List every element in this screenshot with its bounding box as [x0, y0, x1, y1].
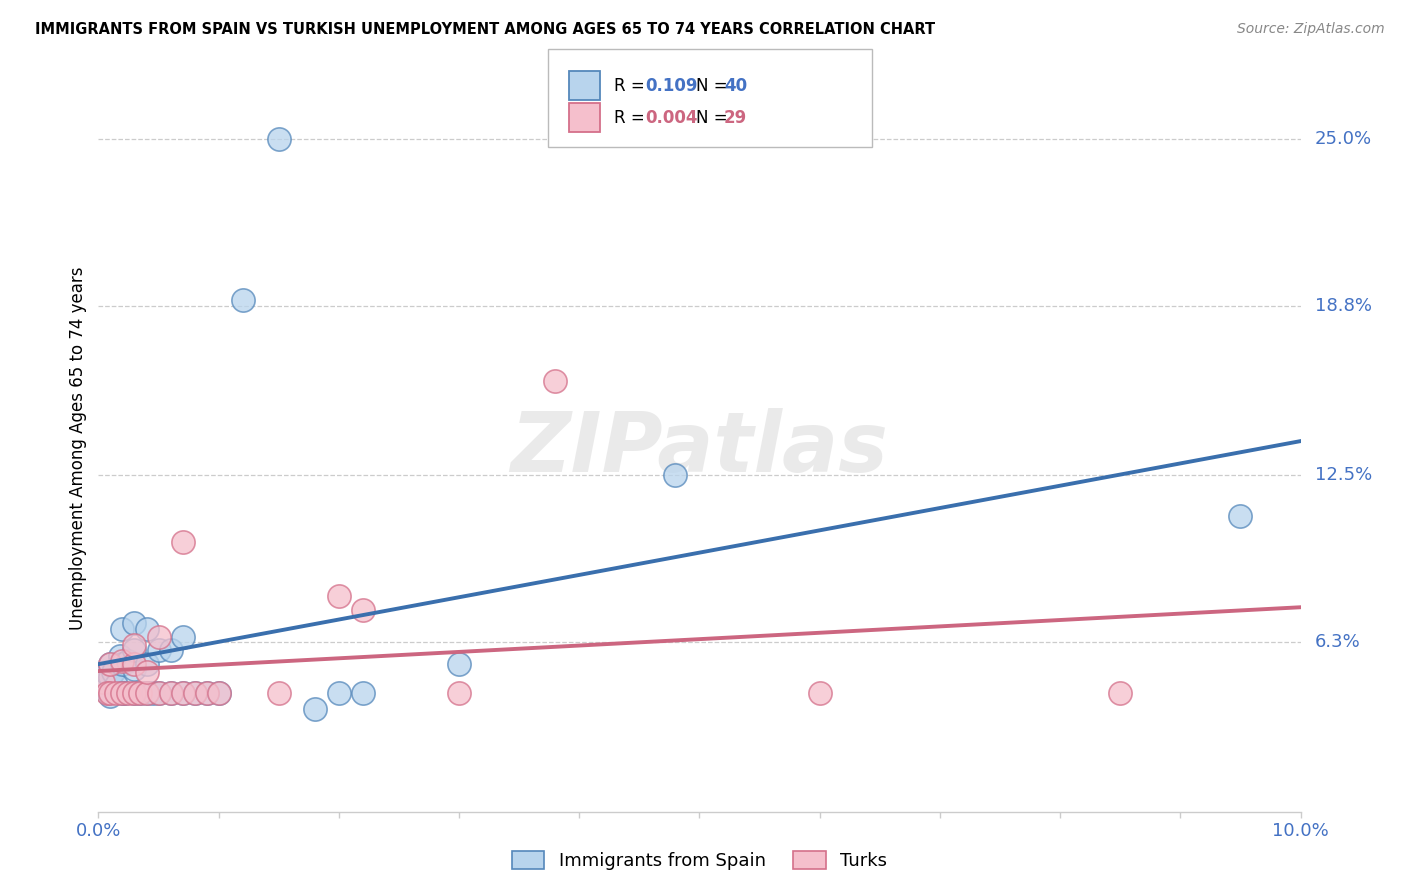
- Point: [97, 686, 120, 700]
- Point: [124, 638, 146, 652]
- Text: 18.8%: 18.8%: [1315, 296, 1372, 315]
- Point: [208, 686, 231, 700]
- Text: 12.5%: 12.5%: [1315, 467, 1372, 484]
- Point: [129, 686, 152, 700]
- Point: [148, 686, 170, 700]
- Point: [304, 702, 326, 716]
- Point: [96, 686, 118, 700]
- Point: [100, 657, 122, 671]
- Point: [172, 535, 194, 549]
- Point: [111, 622, 134, 636]
- Point: [141, 686, 163, 700]
- Point: [208, 686, 231, 700]
- Point: [135, 686, 157, 700]
- Point: [124, 616, 146, 631]
- Point: [544, 374, 567, 388]
- Legend: Immigrants from Spain, Turks: Immigrants from Spain, Turks: [503, 842, 896, 879]
- Point: [159, 643, 181, 657]
- Point: [1109, 686, 1132, 700]
- Point: [100, 686, 122, 700]
- Point: [111, 654, 134, 668]
- Point: [148, 643, 170, 657]
- Point: [267, 686, 290, 700]
- Point: [172, 686, 194, 700]
- Point: [328, 686, 350, 700]
- Text: 6.3%: 6.3%: [1315, 633, 1361, 651]
- Text: 0.109: 0.109: [645, 77, 697, 95]
- Text: 29: 29: [724, 109, 748, 127]
- Point: [105, 686, 128, 700]
- Point: [267, 131, 290, 145]
- Point: [100, 657, 122, 671]
- Y-axis label: Unemployment Among Ages 65 to 74 years: Unemployment Among Ages 65 to 74 years: [69, 267, 87, 630]
- Point: [183, 686, 205, 700]
- Point: [117, 654, 139, 668]
- Point: [111, 686, 134, 700]
- Point: [172, 686, 194, 700]
- Point: [91, 675, 114, 690]
- Text: N =: N =: [696, 109, 733, 127]
- Point: [135, 665, 157, 679]
- Text: 25.0%: 25.0%: [1315, 129, 1372, 147]
- Point: [94, 665, 117, 679]
- Point: [124, 662, 146, 676]
- Point: [159, 686, 181, 700]
- Text: Source: ZipAtlas.com: Source: ZipAtlas.com: [1237, 22, 1385, 37]
- Point: [183, 686, 205, 700]
- Text: R =: R =: [614, 109, 651, 127]
- Point: [124, 686, 146, 700]
- Point: [100, 670, 122, 684]
- Point: [352, 603, 374, 617]
- Point: [352, 686, 374, 700]
- Point: [447, 657, 470, 671]
- Text: 40: 40: [724, 77, 747, 95]
- Point: [148, 686, 170, 700]
- Point: [328, 590, 350, 604]
- Text: ZIPatlas: ZIPatlas: [510, 408, 889, 489]
- Point: [808, 686, 831, 700]
- Point: [172, 630, 194, 644]
- Point: [105, 678, 128, 692]
- Text: N =: N =: [696, 77, 733, 95]
- Point: [447, 686, 470, 700]
- Text: 0.004: 0.004: [645, 109, 697, 127]
- Point: [91, 675, 114, 690]
- Point: [195, 686, 218, 700]
- Point: [148, 630, 170, 644]
- Point: [124, 657, 146, 671]
- Point: [1229, 508, 1251, 523]
- Point: [111, 657, 134, 671]
- Point: [232, 293, 254, 307]
- Point: [159, 686, 181, 700]
- Text: R =: R =: [614, 77, 651, 95]
- Point: [195, 686, 218, 700]
- Point: [114, 686, 136, 700]
- Text: IMMIGRANTS FROM SPAIN VS TURKISH UNEMPLOYMENT AMONG AGES 65 TO 74 YEARS CORRELAT: IMMIGRANTS FROM SPAIN VS TURKISH UNEMPLO…: [35, 22, 935, 37]
- Point: [135, 686, 157, 700]
- Point: [124, 643, 146, 657]
- Point: [124, 686, 146, 700]
- Point: [117, 686, 139, 700]
- Point: [101, 665, 124, 679]
- Point: [135, 657, 157, 671]
- Point: [664, 468, 686, 483]
- Point: [111, 686, 134, 700]
- Point: [108, 648, 131, 663]
- Point: [135, 622, 157, 636]
- Point: [129, 686, 152, 700]
- Point: [100, 689, 122, 703]
